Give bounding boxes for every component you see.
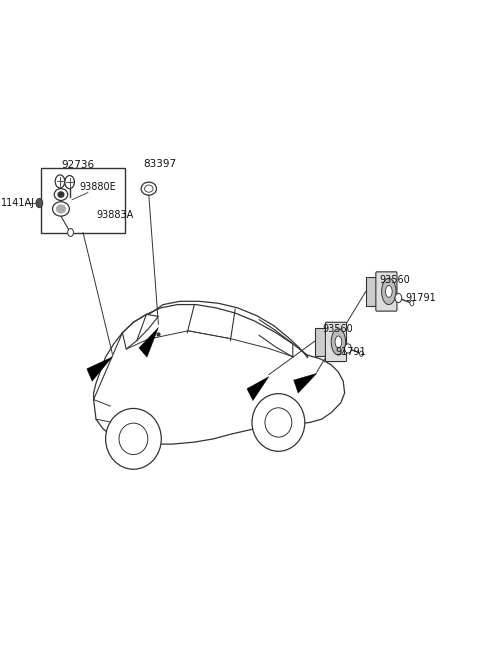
- Polygon shape: [139, 328, 158, 357]
- Ellipse shape: [53, 202, 69, 216]
- Circle shape: [68, 229, 73, 236]
- Circle shape: [65, 176, 74, 189]
- FancyBboxPatch shape: [325, 322, 347, 362]
- Ellipse shape: [385, 286, 392, 297]
- Ellipse shape: [252, 394, 305, 451]
- FancyBboxPatch shape: [366, 277, 376, 306]
- FancyBboxPatch shape: [376, 272, 397, 311]
- Text: 91791: 91791: [406, 293, 436, 303]
- Text: 93883A: 93883A: [96, 210, 133, 220]
- Polygon shape: [87, 357, 112, 381]
- Text: 93560: 93560: [379, 275, 410, 286]
- Circle shape: [36, 198, 43, 208]
- Polygon shape: [247, 377, 269, 401]
- Circle shape: [410, 301, 414, 306]
- Circle shape: [55, 175, 65, 188]
- Ellipse shape: [57, 205, 65, 213]
- Text: 91791: 91791: [335, 346, 366, 357]
- Ellipse shape: [331, 329, 346, 355]
- Ellipse shape: [141, 182, 156, 195]
- FancyBboxPatch shape: [315, 328, 326, 356]
- Text: 93560: 93560: [323, 324, 353, 335]
- Ellipse shape: [58, 192, 64, 197]
- Ellipse shape: [382, 278, 396, 305]
- Ellipse shape: [106, 409, 161, 469]
- Polygon shape: [294, 373, 317, 393]
- Text: 1141AJ: 1141AJ: [1, 198, 35, 208]
- Circle shape: [395, 293, 402, 303]
- Ellipse shape: [335, 336, 342, 348]
- Text: 83397: 83397: [143, 159, 176, 169]
- Circle shape: [345, 344, 351, 353]
- Ellipse shape: [54, 189, 68, 200]
- Circle shape: [360, 351, 363, 356]
- Text: 93880E: 93880E: [79, 182, 116, 193]
- Text: 92736: 92736: [61, 160, 95, 170]
- FancyBboxPatch shape: [41, 168, 125, 233]
